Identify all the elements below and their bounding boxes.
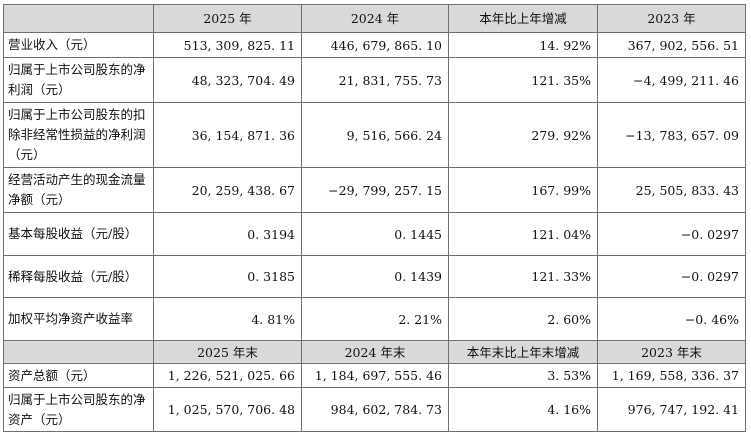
cell-2023: −4, 499, 211. 46 [597, 57, 746, 103]
cell-2025: 48, 323, 704. 49 [153, 57, 302, 103]
header-change-end: 本年末比上年末增减 [448, 340, 598, 364]
financial-summary-table-container: 2025 年 2024 年 本年比上年增减 2023 年 营业收入（元） 513… [3, 4, 746, 432]
cell-2025: 0. 3194 [153, 212, 302, 256]
row-label: 基本每股收益（元/股） [3, 212, 154, 256]
cell-2023: −0. 0297 [597, 255, 746, 298]
table-row: 加权平均净资产收益率 4. 81% 2. 21% 2. 60% −0. 46% [3, 297, 746, 341]
cell-change: 4. 16% [448, 387, 598, 432]
cell-2023: 367, 902, 556. 51 [597, 32, 746, 58]
row-label: 营业收入（元） [3, 32, 154, 58]
cell-2025: 513, 309, 825. 11 [153, 32, 302, 58]
cell-2023: −13, 783, 657. 09 [597, 102, 746, 168]
cell-2025: 20, 259, 438. 67 [153, 167, 302, 213]
header-2024: 2024 年 [301, 4, 449, 33]
header-2024-end: 2024 年末 [301, 340, 449, 364]
cell-change: 121. 33% [448, 255, 598, 298]
header-2023-end: 2023 年末 [597, 340, 746, 364]
row-label: 归属于上市公司股东的扣除非经常性损益的净利润（元） [3, 102, 154, 168]
header-change: 本年比上年增减 [448, 4, 598, 33]
cell-2023: 25, 505, 833. 43 [597, 167, 746, 213]
cell-change: 279. 92% [448, 102, 598, 168]
cell-2024: 9, 516, 566. 24 [301, 102, 449, 168]
table-row: 基本每股收益（元/股） 0. 3194 0. 1445 121. 04% −0.… [3, 212, 746, 256]
cell-2024: 0. 1439 [301, 255, 449, 298]
table-row: 归属于上市公司股东的净资产（元） 1, 025, 570, 706. 48 98… [3, 387, 746, 432]
cell-2025: 4. 81% [153, 297, 302, 341]
row-label: 经营活动产生的现金流量净额（元） [3, 167, 154, 213]
cell-change: 2. 60% [448, 297, 598, 341]
cell-2023: −0. 0297 [597, 212, 746, 256]
row-label: 加权平均净资产收益率 [3, 297, 154, 341]
table-row: 资产总额（元） 1, 226, 521, 025. 66 1, 184, 697… [3, 363, 746, 388]
row-label: 归属于上市公司股东的净利润（元） [3, 57, 154, 103]
header-row-annual: 2025 年 2024 年 本年比上年增减 2023 年 [3, 4, 746, 33]
table-row: 归属于上市公司股东的净利润（元） 48, 323, 704. 49 21, 83… [3, 57, 746, 103]
cell-2024: 2. 21% [301, 297, 449, 341]
cell-change: 14. 92% [448, 32, 598, 58]
cell-2024: −29, 799, 257. 15 [301, 167, 449, 213]
cell-2025: 36, 154, 871. 36 [153, 102, 302, 168]
cell-2024: 1, 184, 697, 555. 46 [301, 363, 449, 388]
cell-change: 167. 99% [448, 167, 598, 213]
cell-2023: 976, 747, 192. 41 [597, 387, 746, 432]
table-row: 营业收入（元） 513, 309, 825. 11 446, 679, 865.… [3, 32, 746, 58]
cell-2024: 984, 602, 784. 73 [301, 387, 449, 432]
table-row: 稀释每股收益（元/股） 0. 3185 0. 1439 121. 33% −0.… [3, 255, 746, 298]
header-2025: 2025 年 [153, 4, 302, 33]
cell-2025: 0. 3185 [153, 255, 302, 298]
cell-2025: 1, 226, 521, 025. 66 [153, 363, 302, 388]
cell-2023: 1, 169, 558, 336. 37 [597, 363, 746, 388]
row-label: 稀释每股收益（元/股） [3, 255, 154, 298]
cell-2025: 1, 025, 570, 706. 48 [153, 387, 302, 432]
header-corner-cell [3, 340, 154, 364]
header-corner-cell [3, 4, 154, 33]
row-label: 资产总额（元） [3, 363, 154, 388]
header-2023: 2023 年 [597, 4, 746, 33]
cell-2024: 21, 831, 755. 73 [301, 57, 449, 103]
financial-summary-table: 2025 年 2024 年 本年比上年增减 2023 年 营业收入（元） 513… [3, 4, 746, 432]
table-row: 经营活动产生的现金流量净额（元） 20, 259, 438. 67 −29, 7… [3, 167, 746, 213]
cell-2024: 0. 1445 [301, 212, 449, 256]
cell-2024: 446, 679, 865. 10 [301, 32, 449, 58]
cell-2023: −0. 46% [597, 297, 746, 341]
header-2025-end: 2025 年末 [153, 340, 302, 364]
header-row-year-end: 2025 年末 2024 年末 本年末比上年末增减 2023 年末 [3, 340, 746, 364]
row-label: 归属于上市公司股东的净资产（元） [3, 387, 154, 432]
cell-change: 3. 53% [448, 363, 598, 388]
table-row: 归属于上市公司股东的扣除非经常性损益的净利润（元） 36, 154, 871. … [3, 102, 746, 168]
cell-change: 121. 35% [448, 57, 598, 103]
cell-change: 121. 04% [448, 212, 598, 256]
